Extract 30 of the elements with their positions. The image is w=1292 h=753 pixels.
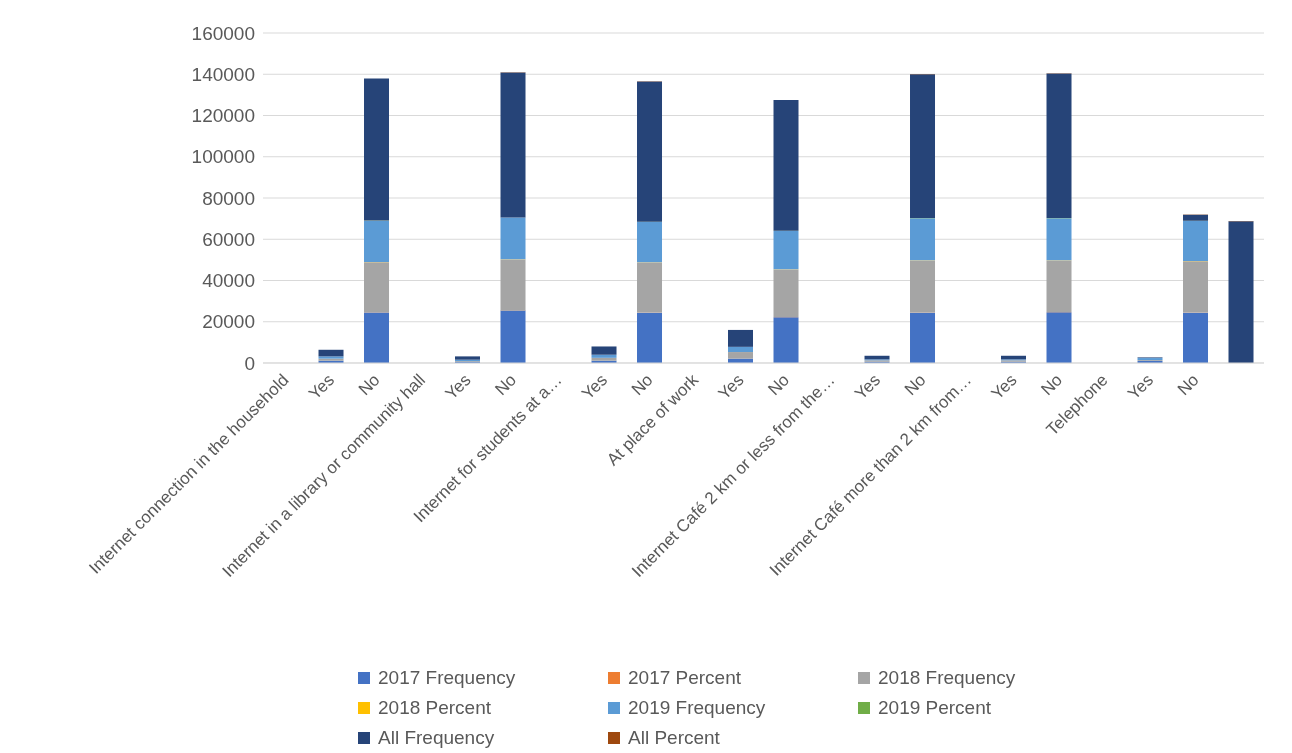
legend-label: All Frequency — [378, 727, 495, 749]
legend-label: 2018 Frequency — [878, 667, 1016, 689]
x-tick-label: Yes — [714, 370, 748, 404]
y-tick-label: 0 — [244, 352, 255, 374]
legend-label: 2019 Frequency — [628, 697, 766, 719]
legend-label: 2017 Frequency — [378, 667, 516, 689]
x-tick-label: Yes — [441, 370, 475, 404]
y-tick-label: 160000 — [191, 22, 255, 44]
legend-label: 2018 Percent — [378, 697, 492, 719]
x-tick-label: No — [491, 370, 521, 400]
y-tick-label: 100000 — [191, 146, 255, 168]
legend-label: All Percent — [628, 727, 720, 749]
y-tick-label: 80000 — [202, 187, 255, 209]
x-tick-label: Yes — [578, 370, 612, 404]
y-tick-label: 40000 — [202, 270, 255, 292]
x-tick-label: Yes — [987, 370, 1021, 404]
y-tick-label: 140000 — [191, 64, 255, 85]
x-tick-label: Yes — [305, 370, 339, 404]
y-tick-label: 20000 — [202, 311, 255, 333]
x-tick-label: No — [900, 370, 930, 400]
x-tick-label: No — [1173, 370, 1203, 400]
x-tick-label: Yes — [1124, 370, 1158, 404]
y-tick-label: 120000 — [191, 105, 255, 127]
x-tick-label: Yes — [851, 370, 885, 404]
x-tick-label: No — [354, 370, 384, 400]
x-tick-label: No — [764, 370, 794, 400]
y-tick-label: 60000 — [202, 228, 255, 250]
legend-label: 2017 Percent — [628, 667, 742, 689]
x-tick-label: No — [627, 370, 657, 400]
legend-label: 2019 Percent — [878, 697, 992, 719]
